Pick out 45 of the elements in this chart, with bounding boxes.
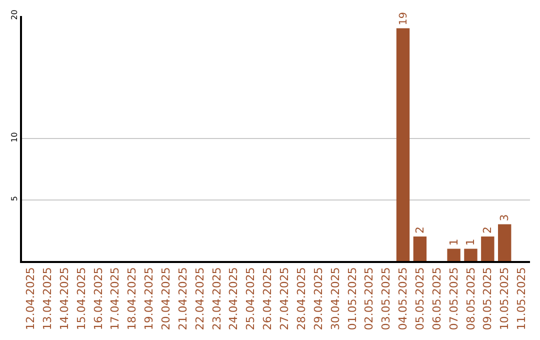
x-tick-label: 11.05.2025 [515,267,528,330]
y-tick-label: 10 [10,132,20,142]
data-label: 1 [464,238,478,246]
x-tick-label: 17.04.2025 [108,267,122,330]
data-label: 1 [447,238,460,246]
bar [396,28,410,261]
x-tick-label: 03.05.2025 [380,267,393,330]
bar [481,236,494,261]
x-tick-label: 25.04.2025 [244,267,258,330]
x-tick-label: 18.04.2025 [126,267,139,330]
x-tick-label: 26.04.2025 [261,267,274,330]
x-tick-label: 06.05.2025 [430,267,444,330]
bar [413,236,427,261]
x-tick-label: 08.05.2025 [464,267,478,330]
x-tick-label: 07.05.2025 [447,267,460,330]
x-tick-label: 10.05.2025 [498,267,512,330]
x-tick-label: 28.04.2025 [294,267,308,330]
x-tick-label: 13.04.2025 [40,267,54,330]
x-tick-label: 19.04.2025 [142,267,156,330]
data-label: 2 [481,226,494,234]
bar [464,248,478,261]
x-tick-label: 01.05.2025 [346,267,359,330]
x-tick-label: 16.04.2025 [92,267,105,330]
y-tick-label: 20 [10,10,20,20]
x-tick-label: 22.04.2025 [193,267,206,330]
data-label: 3 [498,214,512,222]
x-tick-label: 09.05.2025 [481,267,494,330]
x-tick-label: 23.04.2025 [210,267,224,330]
data-label: 2 [413,226,426,234]
bar [447,248,460,261]
x-tick-label: 04.05.2025 [396,267,410,330]
y-tick-label: 5 [10,196,20,202]
bar [498,224,512,261]
x-tick-label: 29.04.2025 [312,267,325,330]
x-tick-label: 21.04.2025 [176,267,190,330]
x-tick-label: 27.04.2025 [278,267,292,330]
x-tick-label: 15.04.2025 [74,267,88,330]
x-tick-label: 20.04.2025 [160,267,173,330]
x-tick-label: 12.04.2025 [24,267,38,330]
x-tick-label: 05.05.2025 [414,267,427,330]
x-tick-label: 24.04.2025 [227,267,240,330]
x-tick-label: 30.04.2025 [328,267,342,330]
x-tick-label: 02.05.2025 [362,267,376,330]
x-tick-label: 14.04.2025 [58,267,71,330]
data-label: 19 [397,12,410,26]
